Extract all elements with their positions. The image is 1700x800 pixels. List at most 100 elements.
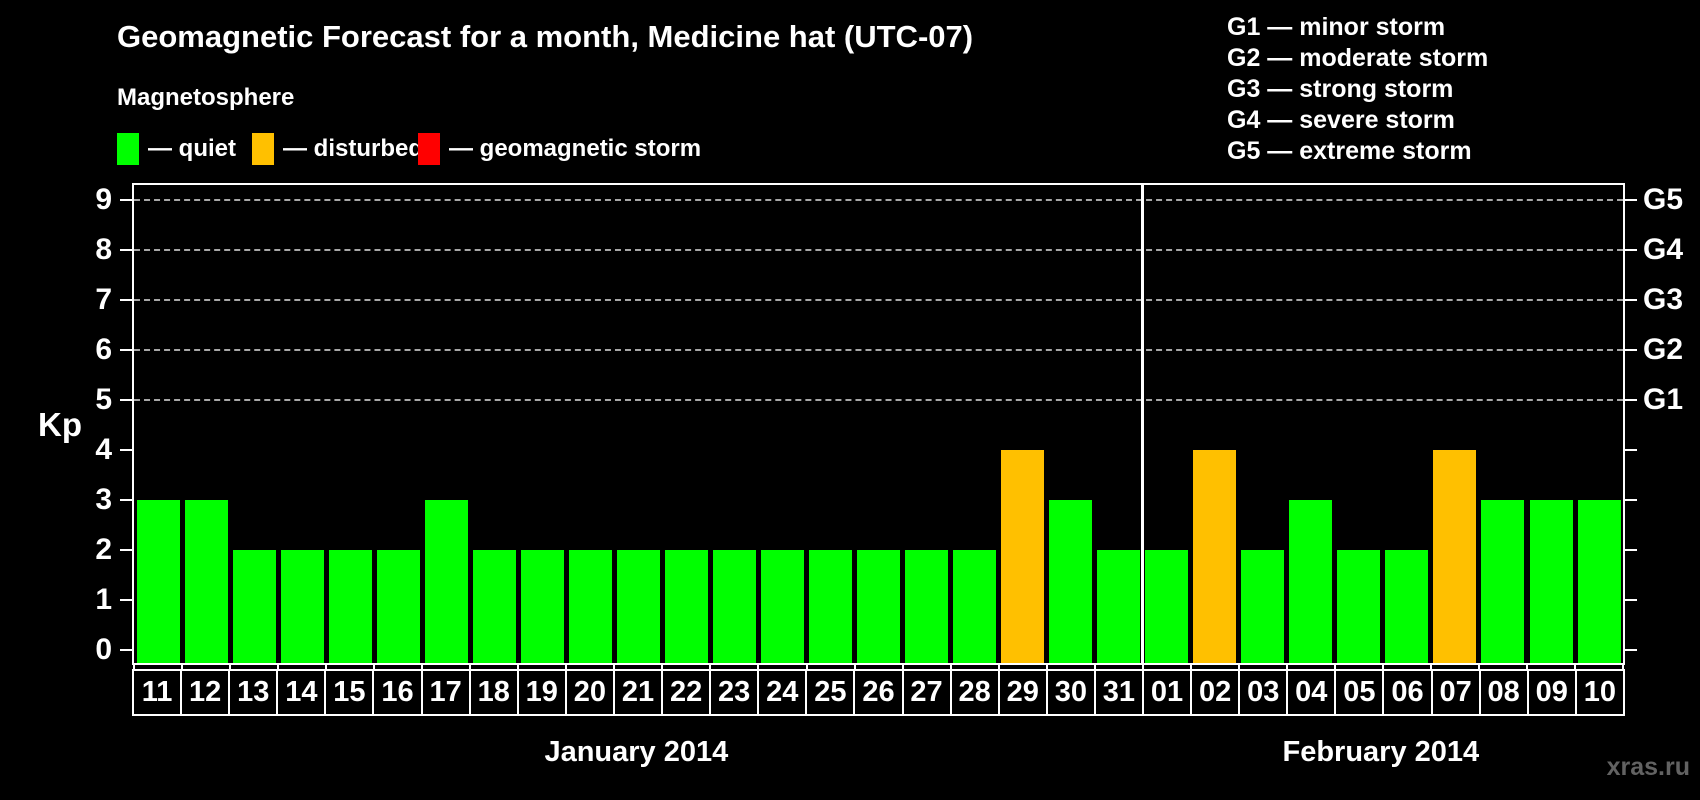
kp-bar-day-21 — [616, 550, 660, 663]
legend-label-disturbed: — disturbed — [283, 135, 424, 162]
y-axis-tick-left — [120, 299, 132, 301]
day-label-20: 20 — [564, 669, 615, 716]
g1-legend-line: G1 — minor storm — [1227, 13, 1446, 41]
y-tick-label-0: 0 — [95, 633, 112, 666]
plot-area — [132, 183, 1625, 665]
g-level-label-g2: G2 — [1643, 333, 1684, 366]
kp-bar-day-03 — [1241, 550, 1285, 663]
legend-label-storm: — geomagnetic storm — [449, 135, 702, 162]
watermark: xras.ru — [1606, 753, 1690, 781]
day-axis-row: 11 12 13 14 15 16 17 18 19 20 21 22 23 24 25 26 27 28 29 30… — [132, 669, 1625, 716]
kp-bar-day-22 — [664, 550, 708, 663]
y-tick-label-2: 2 — [95, 533, 112, 566]
day-label-24: 24 — [757, 669, 808, 716]
y-axis-tick-left — [120, 249, 132, 251]
storm-swatch-icon — [418, 133, 440, 165]
kp-bar-day-01 — [1145, 550, 1189, 663]
y-tick-label-6: 6 — [95, 333, 112, 366]
day-label-01: 01 — [1141, 669, 1193, 716]
kp-bar-day-19 — [520, 550, 564, 663]
y-tick-label-8: 8 — [95, 233, 112, 266]
legend-item-storm: — geomagnetic storm — [418, 132, 701, 166]
gridline-kp-6 — [134, 349, 1623, 351]
y-axis-tick-right — [1625, 449, 1637, 451]
day-label-26: 26 — [853, 669, 904, 716]
gridline-kp-9 — [134, 199, 1623, 201]
y-axis-tick-right — [1625, 349, 1637, 351]
day-label-27: 27 — [901, 669, 952, 716]
kp-bar-day-27 — [905, 550, 948, 663]
day-label-18: 18 — [468, 669, 519, 716]
y-axis-tick-right — [1625, 649, 1637, 651]
y-axis-tick-right — [1625, 199, 1637, 201]
kp-bar-day-11 — [136, 500, 180, 663]
g-level-label-g4: G4 — [1643, 233, 1684, 266]
month-separator — [1141, 185, 1145, 663]
kp-bar-day-23 — [712, 550, 756, 663]
day-label-12: 12 — [180, 669, 231, 716]
y-tick-label-3: 3 — [95, 483, 112, 516]
kp-bar-day-26 — [857, 550, 900, 663]
y-axis-tick-right — [1625, 299, 1637, 301]
kp-bar-day-09 — [1529, 500, 1573, 663]
y-tick-label-5: 5 — [95, 383, 112, 416]
kp-bar-day-13 — [232, 550, 276, 663]
g3-legend-line: G3 — strong storm — [1227, 75, 1454, 103]
day-label-17: 17 — [420, 669, 471, 716]
y-axis-tick-left — [120, 399, 132, 401]
month-label-0: January 2014 — [544, 736, 729, 768]
day-label-25: 25 — [805, 669, 856, 716]
y-tick-label-1: 1 — [95, 583, 112, 616]
day-label-22: 22 — [661, 669, 712, 716]
y-tick-label-7: 7 — [95, 283, 112, 316]
kp-bar-day-06 — [1385, 550, 1429, 663]
y-axis-tick-left — [120, 599, 132, 601]
kp-bar-day-16 — [376, 550, 420, 663]
y-tick-label-4: 4 — [95, 433, 112, 466]
day-label-28: 28 — [949, 669, 1000, 716]
y-axis-title: Kp — [38, 406, 82, 443]
day-label-04: 04 — [1286, 669, 1337, 716]
day-label-06: 06 — [1382, 669, 1433, 716]
kp-bar-day-25 — [809, 550, 852, 663]
day-label-09: 09 — [1526, 669, 1577, 716]
y-axis-tick-left — [120, 449, 132, 451]
kp-bar-day-28 — [953, 550, 997, 663]
y-axis-tick-right — [1625, 499, 1637, 501]
day-label-11: 11 — [132, 669, 183, 716]
disturbed-swatch-icon — [252, 133, 274, 165]
y-axis-tick-left — [120, 549, 132, 551]
day-label-15: 15 — [324, 669, 375, 716]
g-level-label-g1: G1 — [1643, 383, 1684, 416]
y-tick-label-9: 9 — [95, 183, 112, 216]
g-level-label-g3: G3 — [1643, 283, 1684, 316]
kp-bar-day-18 — [472, 550, 516, 663]
g5-legend-line: G5 — extreme storm — [1227, 137, 1472, 165]
y-axis-tick-left — [120, 349, 132, 351]
kp-bar-day-14 — [280, 550, 324, 663]
y-axis-tick-right — [1625, 399, 1637, 401]
kp-bar-day-07 — [1433, 450, 1477, 663]
g-scale-legend: G1 — minor storm G2 — moderate storm G3 … — [1227, 12, 1488, 167]
g2-legend-line: G2 — moderate storm — [1227, 44, 1489, 72]
kp-bar-day-02 — [1193, 450, 1237, 663]
kp-bar-day-24 — [760, 550, 804, 663]
day-label-02: 02 — [1190, 669, 1241, 716]
legend-item-quiet: — quiet — [117, 132, 236, 166]
g4-legend-line: G4 — severe storm — [1227, 106, 1455, 134]
kp-bar-day-29 — [1001, 450, 1045, 663]
y-axis-tick-left — [120, 499, 132, 501]
gridline-kp-5 — [134, 399, 1623, 401]
kp-bar-day-30 — [1049, 500, 1093, 663]
day-label-30: 30 — [1045, 669, 1096, 716]
kp-bar-day-10 — [1577, 500, 1621, 663]
quiet-swatch-icon — [117, 133, 139, 165]
magnetosphere-label: Magnetosphere — [117, 84, 295, 111]
month-label-1: February 2014 — [1282, 736, 1480, 768]
day-label-10: 10 — [1574, 669, 1625, 716]
day-label-05: 05 — [1334, 669, 1385, 716]
day-label-29: 29 — [997, 669, 1048, 716]
kp-bar-day-15 — [328, 550, 372, 663]
kp-bar-day-31 — [1097, 550, 1141, 663]
day-label-13: 13 — [228, 669, 279, 716]
